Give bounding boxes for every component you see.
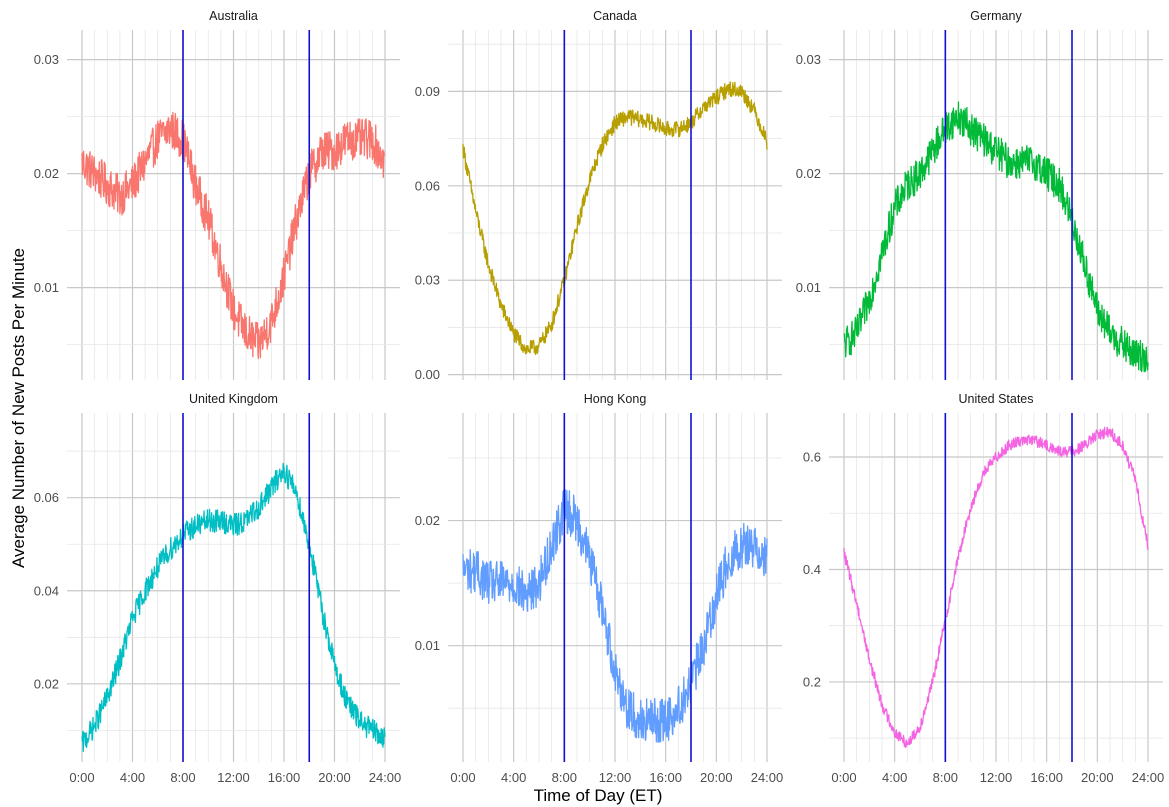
y-tick-label: 0.06	[415, 178, 440, 193]
y-tick-label: 0.09	[415, 84, 440, 99]
facet-panel: Hong Kong 0.01 0.02 0:00 4:00 8:00 12:00 16:00 2…	[415, 392, 784, 785]
x-tick-label: 4:00	[501, 770, 526, 785]
x-tick-label: 12:00	[599, 770, 632, 785]
chart-panels: Australia 0.01 0.02 0.03 Canada 0.00 0.03 0.06 0…	[34, 9, 1165, 785]
facet-panel: United States 0.2 0.4 0.6 0:00 4:00 8:00 12:00 1…	[803, 392, 1164, 785]
facet-panel: United Kingdom 0.02 0.04 0.06 0:00 4:00 8:00 12…	[34, 392, 402, 785]
x-tick-label: 12:00	[980, 770, 1013, 785]
y-tick-label: 0.01	[415, 638, 440, 653]
y-tick-label: 0.02	[34, 166, 59, 181]
x-tick-label: 20:00	[1081, 770, 1114, 785]
x-tick-label: 8:00	[170, 770, 195, 785]
x-tick-label: 20:00	[318, 770, 351, 785]
facet-title: United States	[958, 392, 1033, 406]
facet-title: United Kingdom	[189, 392, 278, 406]
x-tick-label: 16:00	[649, 770, 682, 785]
y-tick-label: 0.03	[415, 273, 440, 288]
facet-title: Australia	[209, 9, 258, 23]
x-tick-label: 24:00	[369, 770, 402, 785]
y-tick-label: 0.02	[34, 676, 59, 691]
facet-title: Canada	[593, 9, 637, 23]
x-tick-label: 20:00	[700, 770, 733, 785]
x-tick-label: 12:00	[217, 770, 250, 785]
x-tick-label: 4:00	[120, 770, 145, 785]
y-tick-label: 0.06	[34, 490, 59, 505]
facet-title: Hong Kong	[584, 392, 647, 406]
facet-panel: Germany 0.01 0.02 0.03	[796, 9, 1163, 380]
facet-panel: Australia 0.01 0.02 0.03	[34, 9, 400, 380]
facet-panel: Canada 0.00 0.03 0.06 0.09	[415, 9, 782, 382]
y-tick-label: 0.6	[803, 450, 821, 465]
x-tick-label: 0:00	[69, 770, 94, 785]
x-tick-label: 16:00	[268, 770, 301, 785]
y-tick-label: 0.03	[796, 52, 821, 67]
y-tick-label: 0.00	[415, 367, 440, 382]
y-tick-label: 0.04	[34, 583, 59, 598]
x-tick-label: 16:00	[1030, 770, 1063, 785]
y-tick-label: 0.02	[415, 513, 440, 528]
x-tick-label: 4:00	[882, 770, 907, 785]
series-line	[843, 101, 1149, 373]
x-tick-label: 8:00	[552, 770, 577, 785]
series-line	[81, 462, 386, 752]
y-axis-title: Average Number of New Posts Per Minute	[9, 248, 28, 568]
y-tick-label: 0.01	[34, 280, 59, 295]
y-tick-label: 0.03	[34, 52, 59, 67]
series-line	[462, 488, 768, 744]
y-tick-label: 0.2	[803, 674, 821, 689]
x-tick-label: 24:00	[751, 770, 784, 785]
series-line	[462, 81, 768, 356]
y-tick-label: 0.02	[796, 166, 821, 181]
facet-title: Germany	[970, 9, 1022, 23]
x-tick-label: 0:00	[450, 770, 475, 785]
series-line	[81, 111, 386, 360]
x-tick-label: 0:00	[831, 770, 856, 785]
series-line	[843, 426, 1149, 749]
y-tick-label: 0.4	[803, 562, 821, 577]
x-tick-label: 24:00	[1132, 770, 1165, 785]
y-tick-label: 0.01	[796, 280, 821, 295]
x-axis-title: Time of Day (ET)	[534, 786, 663, 805]
x-tick-label: 8:00	[933, 770, 958, 785]
